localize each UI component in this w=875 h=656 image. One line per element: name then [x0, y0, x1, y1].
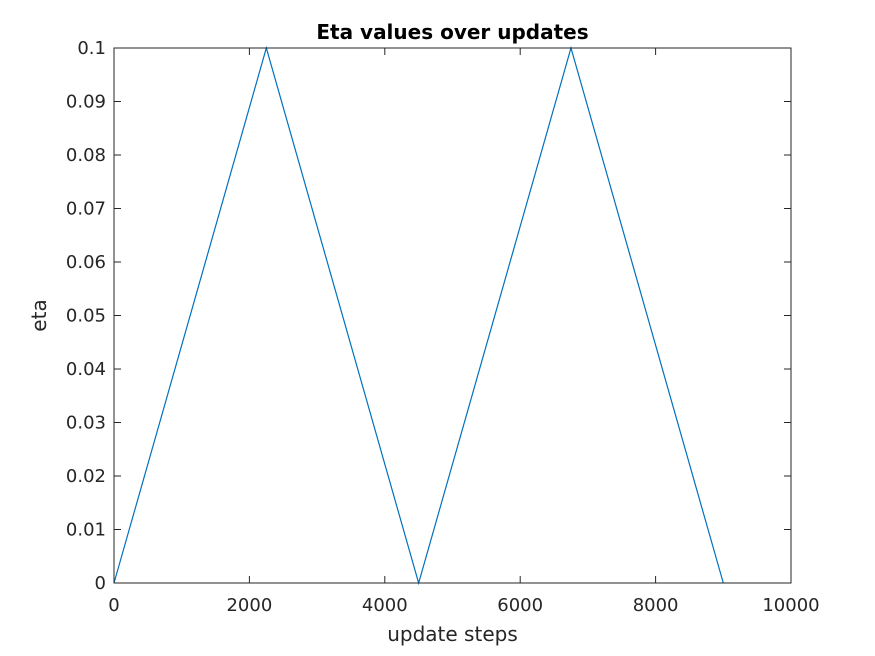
chart-title: Eta values over updates: [316, 20, 588, 44]
y-tick-label: 0.01: [66, 520, 106, 541]
x-tick-label: 2000: [226, 595, 272, 616]
x-tick-label: 10000: [762, 595, 819, 616]
y-tick-label: 0.1: [77, 38, 106, 59]
y-tick-label: 0.05: [66, 306, 106, 327]
y-tick-label: 0.04: [66, 359, 106, 380]
y-tick-label: 0.03: [66, 413, 106, 434]
x-tick-label: 4000: [362, 595, 408, 616]
axes-box: [113, 47, 792, 584]
y-tick-label: 0.09: [66, 92, 106, 113]
y-tick-label: 0.06: [66, 252, 106, 273]
x-tick-label: 8000: [633, 595, 679, 616]
y-axis-label: eta: [27, 299, 51, 331]
x-axis-label: update steps: [387, 622, 518, 646]
x-tick-label: 0: [108, 595, 119, 616]
y-tick-label: 0: [95, 573, 106, 594]
x-tick-label: 6000: [497, 595, 543, 616]
ticks-layer: 0 2000 4000 6000 8000 10000 0 0.01 0.02 0.03 0.04 0…: [66, 38, 820, 616]
y-tick-label: 0.08: [66, 145, 106, 166]
y-tick-label: 0.02: [66, 466, 106, 487]
y-tick-label: 0.07: [66, 199, 106, 220]
plot-area: [114, 48, 791, 583]
